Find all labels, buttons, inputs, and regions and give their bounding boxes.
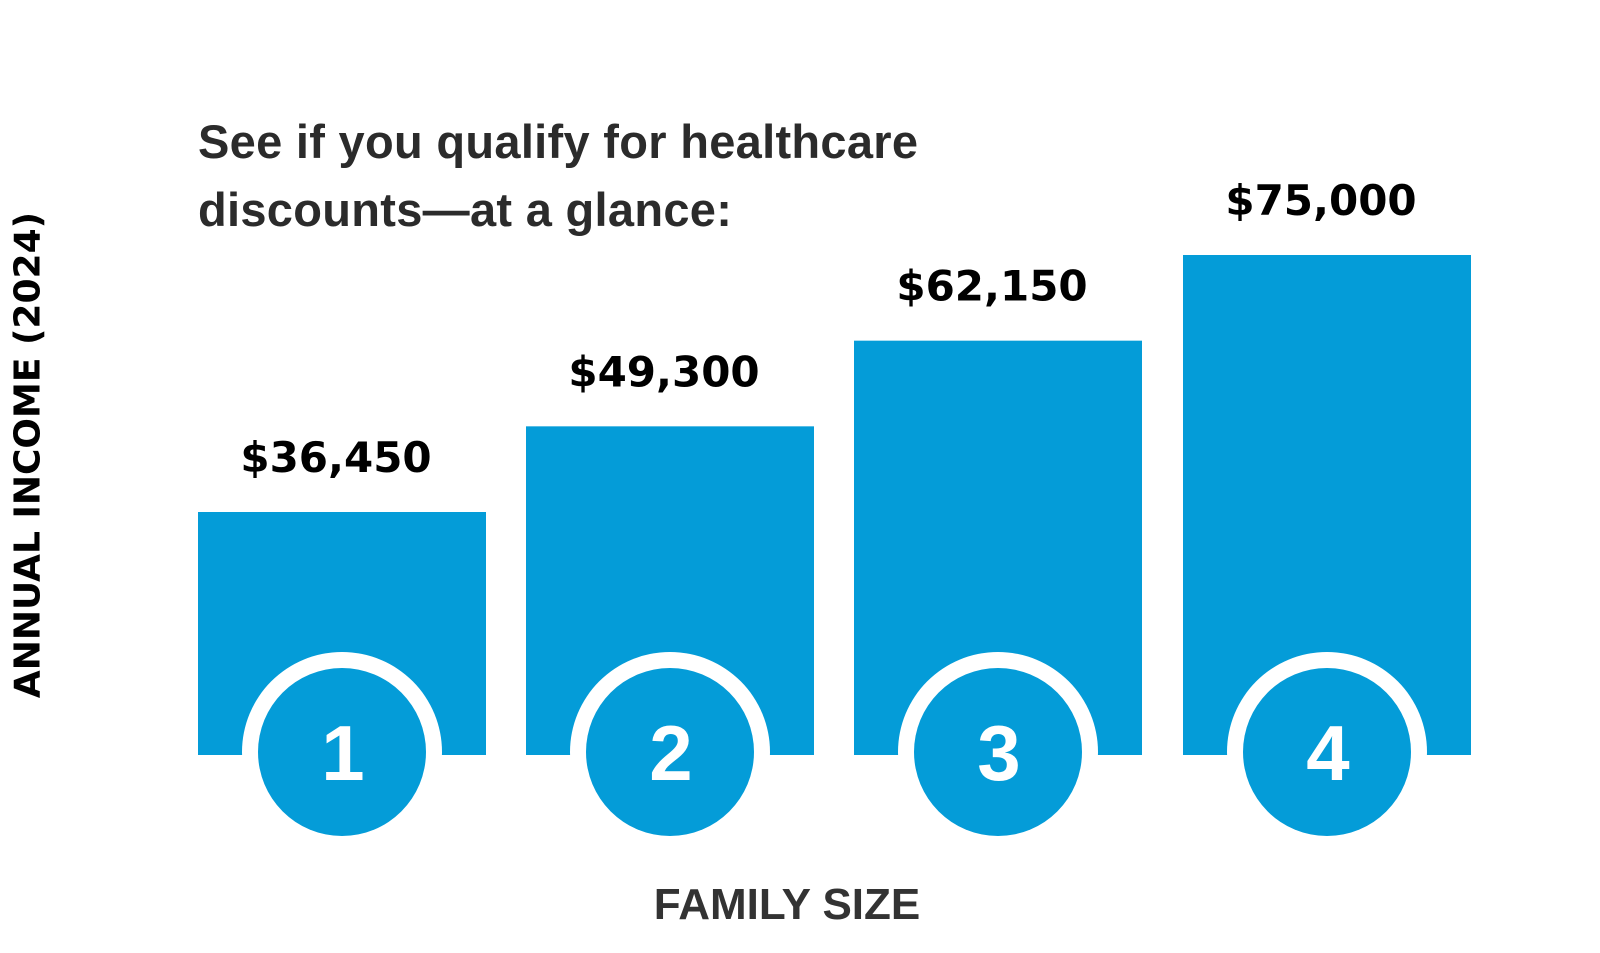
x-tick-label: 3 bbox=[977, 709, 1020, 797]
chart-title: See if you qualify for healthcare discou… bbox=[198, 108, 918, 244]
x-axis-label: FAMILY SIZE bbox=[653, 880, 921, 929]
x-tick-label: 2 bbox=[649, 709, 692, 797]
family-size-circle-4 bbox=[1243, 668, 1411, 836]
data-label: $62,150 bbox=[896, 262, 1087, 311]
family-size-circle-1 bbox=[258, 668, 426, 836]
chart-title-line-1: See if you qualify for healthcare bbox=[198, 115, 919, 168]
data-label: $36,450 bbox=[240, 433, 431, 482]
family-size-circle-3 bbox=[914, 668, 1082, 836]
x-tick-label: 4 bbox=[1306, 709, 1349, 797]
data-label: $75,000 bbox=[1225, 176, 1416, 225]
chart-title-line-2: discounts—at a glance: bbox=[198, 183, 733, 236]
family-size-circle-2 bbox=[586, 668, 754, 836]
data-label: $49,300 bbox=[568, 347, 759, 396]
x-tick-label: 1 bbox=[321, 709, 364, 797]
